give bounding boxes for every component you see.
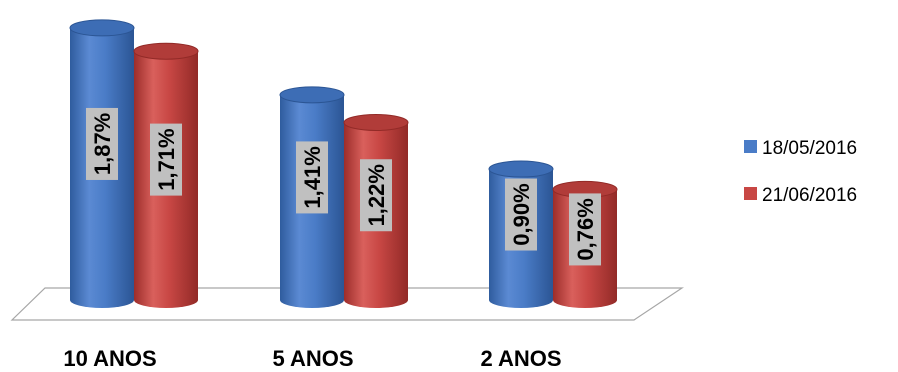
bar-top: [69, 19, 135, 37]
legend-label-series-1: 18/05/2016: [762, 138, 857, 159]
bar-2-0: 0,90%: [488, 160, 554, 308]
data-label-box: [360, 159, 392, 232]
bar-0-1: 1,71%: [133, 42, 199, 308]
legend-swatch-series-1: [744, 140, 757, 153]
bar-top: [133, 42, 199, 60]
category-label-5-anos: 5 ANOS: [272, 346, 353, 371]
bar-0-0: 1,87%: [69, 19, 135, 308]
bars-layer: 1,87% 1,71% 1,41% 1,22% 0,90% 0,76%: [69, 19, 618, 308]
bar-top: [343, 113, 409, 131]
bar-1-0: 1,41%: [279, 86, 345, 308]
bar-top: [488, 160, 554, 178]
category-label-10-anos: 10 ANOS: [63, 346, 156, 371]
data-label-box: [505, 178, 537, 251]
data-label-2-1: 0,76%: [569, 193, 601, 266]
bar-top: [279, 86, 345, 104]
data-label-text: 0,76%: [573, 198, 598, 260]
data-label-0-0: 1,87%: [86, 107, 118, 180]
bar-1-1: 1,22%: [343, 113, 409, 308]
data-label-text: 1,22%: [364, 164, 389, 226]
legend-label-series-2: 21/06/2016: [762, 185, 857, 206]
data-label-text: 1,71%: [154, 128, 179, 190]
data-label-0-1: 1,71%: [150, 123, 182, 196]
legend-swatch-series-2: [744, 187, 757, 200]
data-label-text: 0,90%: [509, 183, 534, 245]
data-label-1-0: 1,41%: [296, 141, 328, 214]
data-label-text: 1,87%: [90, 113, 115, 175]
data-label-box: [296, 141, 328, 214]
data-label-box: [86, 107, 118, 180]
data-label-box: [150, 123, 182, 196]
category-label-2-anos: 2 ANOS: [480, 346, 561, 371]
data-label-box: [569, 193, 601, 266]
bar-2-1: 0,76%: [552, 180, 618, 308]
legend: 18/05/2016 21/06/2016: [744, 138, 857, 206]
data-label-1-1: 1,22%: [360, 159, 392, 232]
data-label-2-0: 0,90%: [505, 178, 537, 251]
data-label-text: 1,41%: [300, 146, 325, 208]
